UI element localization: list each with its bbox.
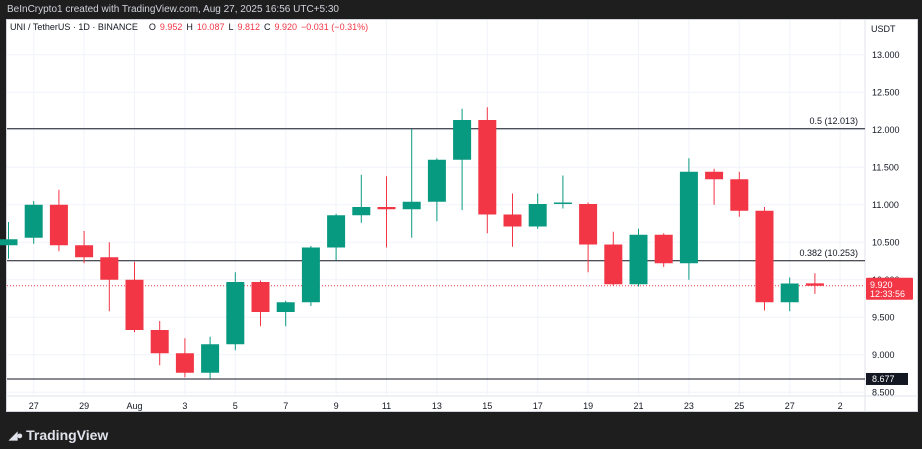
y-tick-label: 9.000 [872,350,895,360]
x-tick-label: 7 [283,401,288,411]
x-tick-label: 23 [684,401,694,411]
candle-body[interactable] [427,159,446,202]
candle-body[interactable] [377,207,396,210]
candle-body[interactable] [579,204,598,245]
candle-body[interactable] [755,210,774,303]
candle-body[interactable] [780,283,799,303]
x-tick-label: 15 [482,401,492,411]
attribution-text: BeInCrypto1 created with TradingView.com… [7,4,339,15]
close-label: C [264,22,271,32]
y-tick-label: 11.000 [872,200,899,210]
attribution-bar: BeInCrypto1 created with TradingView.com… [0,0,922,19]
candle-body[interactable] [100,257,119,280]
change-value: −0.031 (−0.31%) [301,22,369,32]
level-label: 0.382 (10.253) [799,248,858,258]
low-value: 9.812 [237,22,260,32]
x-tick-label: 9 [334,401,339,411]
x-tick-label: 27 [785,401,795,411]
level-label: 0.5 (12.013) [809,116,858,126]
y-tick-label: 8.500 [872,387,895,397]
y-tick-label: 12.000 [872,125,900,135]
x-tick-label: 25 [734,401,744,411]
level-price-label: 8.677 [872,374,895,384]
high-value: 10.087 [196,22,225,32]
candle-body[interactable] [251,282,270,312]
candle-body[interactable] [125,279,144,330]
candle-body[interactable] [0,239,18,246]
candle-body[interactable] [553,202,572,205]
x-tick-label: 5 [233,401,238,411]
y-tick-label: 11.500 [872,162,899,172]
level-price-tag [866,372,908,385]
x-tick-label: 27 [29,401,39,411]
candle-body[interactable] [654,234,673,264]
footer-bar [0,412,922,449]
candle-body[interactable] [175,353,194,373]
x-tick-label: 17 [533,401,543,411]
symbol-legend: UNI / TetherUS · 1D · BINANCE O 9.952 H 10… [10,22,368,32]
x-tick-label: 13 [432,401,442,411]
last-price-label: 9.920 [870,280,893,290]
open-value: 9.952 [159,22,183,32]
candle-body[interactable] [604,244,623,285]
x-tick-label: Aug [126,401,142,411]
candle-body[interactable] [352,207,371,216]
symbol-title[interactable]: UNI / TetherUS · 1D · BINANCE [10,22,138,32]
y-tick-label: 12.500 [872,87,900,97]
y-tick-label: 13.000 [872,50,900,60]
countdown-label: 12:33:56 [870,289,905,299]
brand-name: TradingView [26,427,109,443]
candle-body[interactable] [629,234,648,285]
candle-body[interactable] [679,171,698,264]
candle-body[interactable] [150,330,169,354]
currency-label[interactable]: USDT [871,24,896,34]
y-tick-label: 9.500 [872,312,895,322]
candle-body[interactable] [805,283,824,286]
candle-body[interactable] [503,214,522,227]
candle-body[interactable] [730,179,749,211]
x-tick-label: 21 [633,401,643,411]
candle-body[interactable] [201,344,220,373]
close-value: 9.920 [274,22,298,32]
x-tick-label: 2 [838,401,843,411]
low-label: L [228,22,234,32]
candle-body[interactable] [24,204,43,238]
candle-body[interactable] [453,120,472,160]
tradingview-logo[interactable]: ◢● TradingView [9,427,108,443]
candle-body[interactable] [276,302,295,312]
candle-body[interactable] [226,282,245,345]
open-label: O [148,22,156,32]
x-tick-label: 19 [583,401,593,411]
x-tick-label: 29 [79,401,89,411]
candle-body[interactable] [49,204,68,246]
high-label: H [186,22,193,32]
x-tick-label: 11 [382,401,391,411]
candle-body[interactable] [705,171,724,180]
x-tick-label: 3 [182,401,187,411]
candle-body[interactable] [327,215,346,248]
candle-body[interactable] [528,204,547,227]
candle-body[interactable] [478,120,497,215]
candle-body[interactable] [75,245,94,258]
y-tick-label: 10.500 [872,237,900,247]
last-price-tag [866,277,913,300]
candle-body[interactable] [402,201,421,210]
tradingview-logo-icon: ◢● [9,429,23,442]
candle-body[interactable] [301,247,320,303]
